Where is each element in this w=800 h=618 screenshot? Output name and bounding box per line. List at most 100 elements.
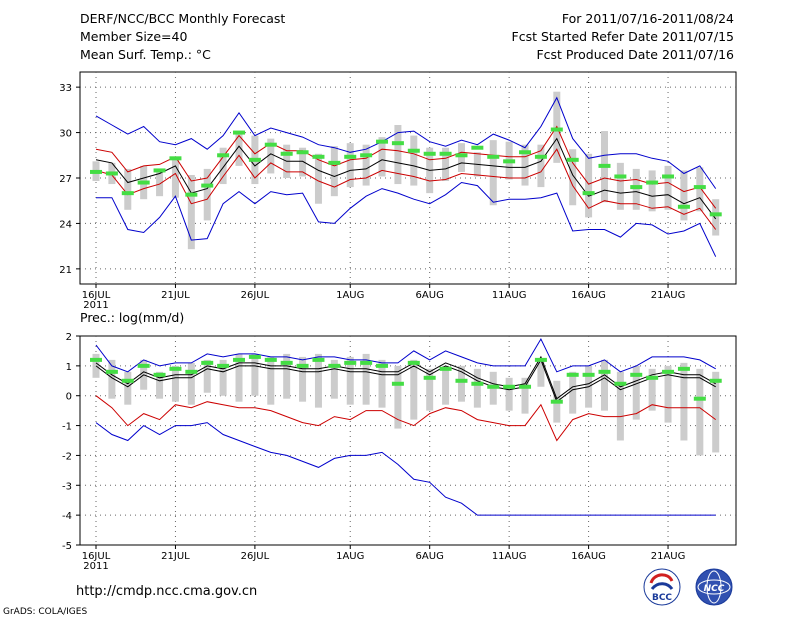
precip-box (92, 353, 100, 378)
precip-ytick-label: -5 (62, 541, 72, 552)
temp-median-mark (185, 192, 198, 197)
temp-box (235, 131, 243, 166)
temp-box (156, 168, 164, 197)
precip-box (616, 371, 624, 441)
precip-median-mark (312, 357, 325, 362)
temp-median-mark (360, 153, 373, 158)
precip-median-mark (455, 378, 468, 383)
precip-box (314, 353, 322, 408)
temp-box (299, 147, 307, 177)
precip-box (267, 356, 275, 405)
precip-box (600, 359, 608, 411)
temp-box (410, 135, 418, 186)
precip-line-lower (95, 395, 716, 442)
temp-median-mark (503, 159, 516, 164)
precip-median-mark (296, 363, 309, 368)
temp-median-mark (217, 153, 230, 158)
temp-xtick-label: 16AUG (571, 290, 606, 301)
temp-median-mark (550, 127, 563, 132)
precip-box (410, 359, 418, 420)
precip-box (235, 353, 243, 402)
temp-median-mark (90, 169, 102, 174)
precip-box (203, 359, 211, 393)
temp-box (442, 147, 450, 182)
precip-median-mark (487, 384, 500, 389)
temp-median-mark (471, 145, 484, 150)
precip-box (442, 365, 450, 405)
precip-ytick-label: -1 (62, 422, 72, 433)
precip-median-mark (391, 381, 404, 386)
precip-median-mark (248, 354, 261, 359)
precip-box (648, 368, 656, 411)
temperature-chart: 21 24 27 30 33 16JUL 21JUL 26JUL 1AUG 6AUG 11AUG 16… (59, 71, 737, 311)
precip-box (187, 362, 195, 405)
temp-xtick-label: 16JUL (82, 290, 111, 301)
precip-median-mark (90, 357, 102, 362)
temp-median-mark (153, 168, 166, 173)
temp-xtick-label: 11AUG (492, 290, 527, 301)
temp-ytick-label: 27 (59, 174, 72, 185)
precip-ytick-label: 1 (66, 362, 72, 373)
temp-median-mark (169, 156, 182, 161)
temp-xtick-label: 21AUG (651, 290, 686, 301)
precip-box (394, 365, 402, 429)
temp-ytick-label: 30 (59, 129, 72, 140)
temp-box (696, 167, 704, 212)
precip-box (473, 368, 481, 408)
precip-median-mark (233, 357, 246, 362)
bcc-logo: BCC (643, 568, 681, 606)
variable-label: Mean Surf. Temp.: °C (80, 47, 211, 62)
precip-xtick-label: 21AUG (651, 551, 686, 562)
precip-median-mark (534, 357, 547, 362)
member-size: Member Size=40 (80, 29, 187, 44)
precip-median-mark (407, 360, 420, 365)
temp-median-mark (328, 160, 341, 165)
precip-box (346, 356, 354, 405)
temp-median-mark (598, 163, 611, 168)
temp-median-mark (582, 191, 595, 196)
precip-ytick-label: 0 (66, 392, 72, 403)
figure-title: DERF/NCC/BCC Monthly Forecast (80, 11, 285, 26)
precip-median-mark (328, 363, 341, 368)
precip-box (505, 377, 513, 411)
temp-median-mark (566, 157, 579, 162)
temp-box (187, 174, 195, 250)
precip-line-min (95, 422, 716, 516)
precip-median-mark (582, 372, 595, 377)
precip-median-mark (677, 366, 690, 371)
precip-median-mark (646, 375, 659, 380)
temp-median-mark (646, 180, 659, 185)
temp-median-mark (614, 174, 627, 179)
precip-box (251, 353, 259, 396)
precip-median-mark (439, 366, 452, 371)
precip-median-mark (630, 372, 643, 377)
precip-ytick-label: -3 (62, 481, 72, 492)
precip-box (124, 371, 132, 405)
precip-box (521, 377, 529, 414)
precip-median-mark (662, 369, 675, 374)
temp-median-mark (248, 157, 261, 162)
precip-box (632, 365, 640, 420)
precip-box (171, 365, 179, 402)
temp-xtick-label: 26JUL (241, 290, 270, 301)
temp-ytick-label: 21 (59, 265, 72, 276)
temp-box (378, 137, 386, 177)
precip-median-mark (121, 378, 134, 383)
temp-box (616, 162, 624, 210)
precipitation-chart: -5 -4 -3 -2 -1 0 1 2 16JUL 21JUL 26JUL 1AUG 6AUG 11AU… (62, 332, 737, 572)
precip-box (378, 359, 386, 408)
precip-box (696, 368, 704, 456)
temp-line-min (96, 181, 717, 257)
temp-box (632, 168, 640, 210)
precip-xtick-label: 26JUL (241, 551, 270, 562)
temp-median-mark (105, 171, 118, 176)
temp-box (648, 170, 656, 212)
source-url: http://cmdp.ncc.cma.gov.cn (76, 584, 257, 599)
temp-xtick-label: 6AUG (416, 290, 444, 301)
temp-box (171, 158, 179, 198)
temp-median-mark (423, 151, 436, 156)
temp-median-mark (391, 141, 404, 146)
precip-xtick-label: 6AUG (416, 551, 444, 562)
precip-box (283, 353, 291, 399)
